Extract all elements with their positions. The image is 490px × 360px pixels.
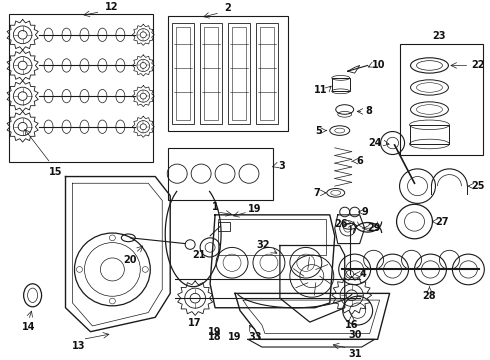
Text: 11: 11: [314, 85, 328, 95]
Text: 19: 19: [248, 204, 262, 214]
Bar: [232, 27, 246, 120]
Text: 10: 10: [371, 60, 385, 71]
Text: 33: 33: [248, 332, 262, 342]
Text: 18: 18: [208, 332, 222, 342]
Bar: [399, 44, 483, 154]
Bar: [228, 23, 250, 124]
Text: 4: 4: [360, 269, 367, 279]
Text: 24: 24: [368, 138, 382, 148]
Text: 17: 17: [188, 318, 202, 328]
Text: 25: 25: [471, 181, 485, 191]
Text: 19: 19: [228, 332, 242, 342]
Bar: [218, 221, 230, 231]
Text: 3: 3: [278, 161, 285, 171]
Text: 23: 23: [433, 31, 446, 41]
Text: 22: 22: [471, 60, 485, 71]
Text: 31: 31: [348, 349, 362, 359]
Text: 8: 8: [366, 107, 372, 116]
Text: 6: 6: [357, 156, 364, 166]
Text: 15: 15: [49, 167, 62, 177]
Bar: [218, 219, 326, 255]
Text: 16: 16: [345, 320, 359, 330]
Bar: [332, 78, 350, 91]
Text: 7: 7: [313, 188, 320, 198]
Bar: [172, 23, 194, 124]
Text: 29: 29: [368, 223, 381, 233]
Bar: [9, 14, 153, 162]
Text: 32: 32: [256, 240, 270, 251]
Bar: [256, 23, 278, 124]
Bar: [410, 125, 449, 144]
Text: 5: 5: [315, 126, 322, 136]
Text: 14: 14: [22, 322, 35, 332]
Text: 26: 26: [334, 220, 348, 229]
Text: 30: 30: [348, 330, 362, 340]
Bar: [200, 23, 222, 124]
Text: 21: 21: [192, 250, 206, 260]
Text: 20: 20: [123, 255, 137, 265]
Text: 13: 13: [72, 341, 85, 351]
Text: 19: 19: [208, 327, 222, 337]
Bar: [260, 27, 274, 120]
Text: 2: 2: [225, 3, 231, 13]
Text: 12: 12: [105, 2, 118, 12]
Bar: [176, 27, 190, 120]
Text: 27: 27: [436, 217, 449, 226]
Text: 28: 28: [423, 292, 436, 301]
Text: 9: 9: [362, 207, 368, 217]
Text: 1: 1: [212, 202, 219, 212]
Bar: [168, 15, 288, 131]
Bar: [168, 148, 273, 201]
Bar: [204, 27, 218, 120]
